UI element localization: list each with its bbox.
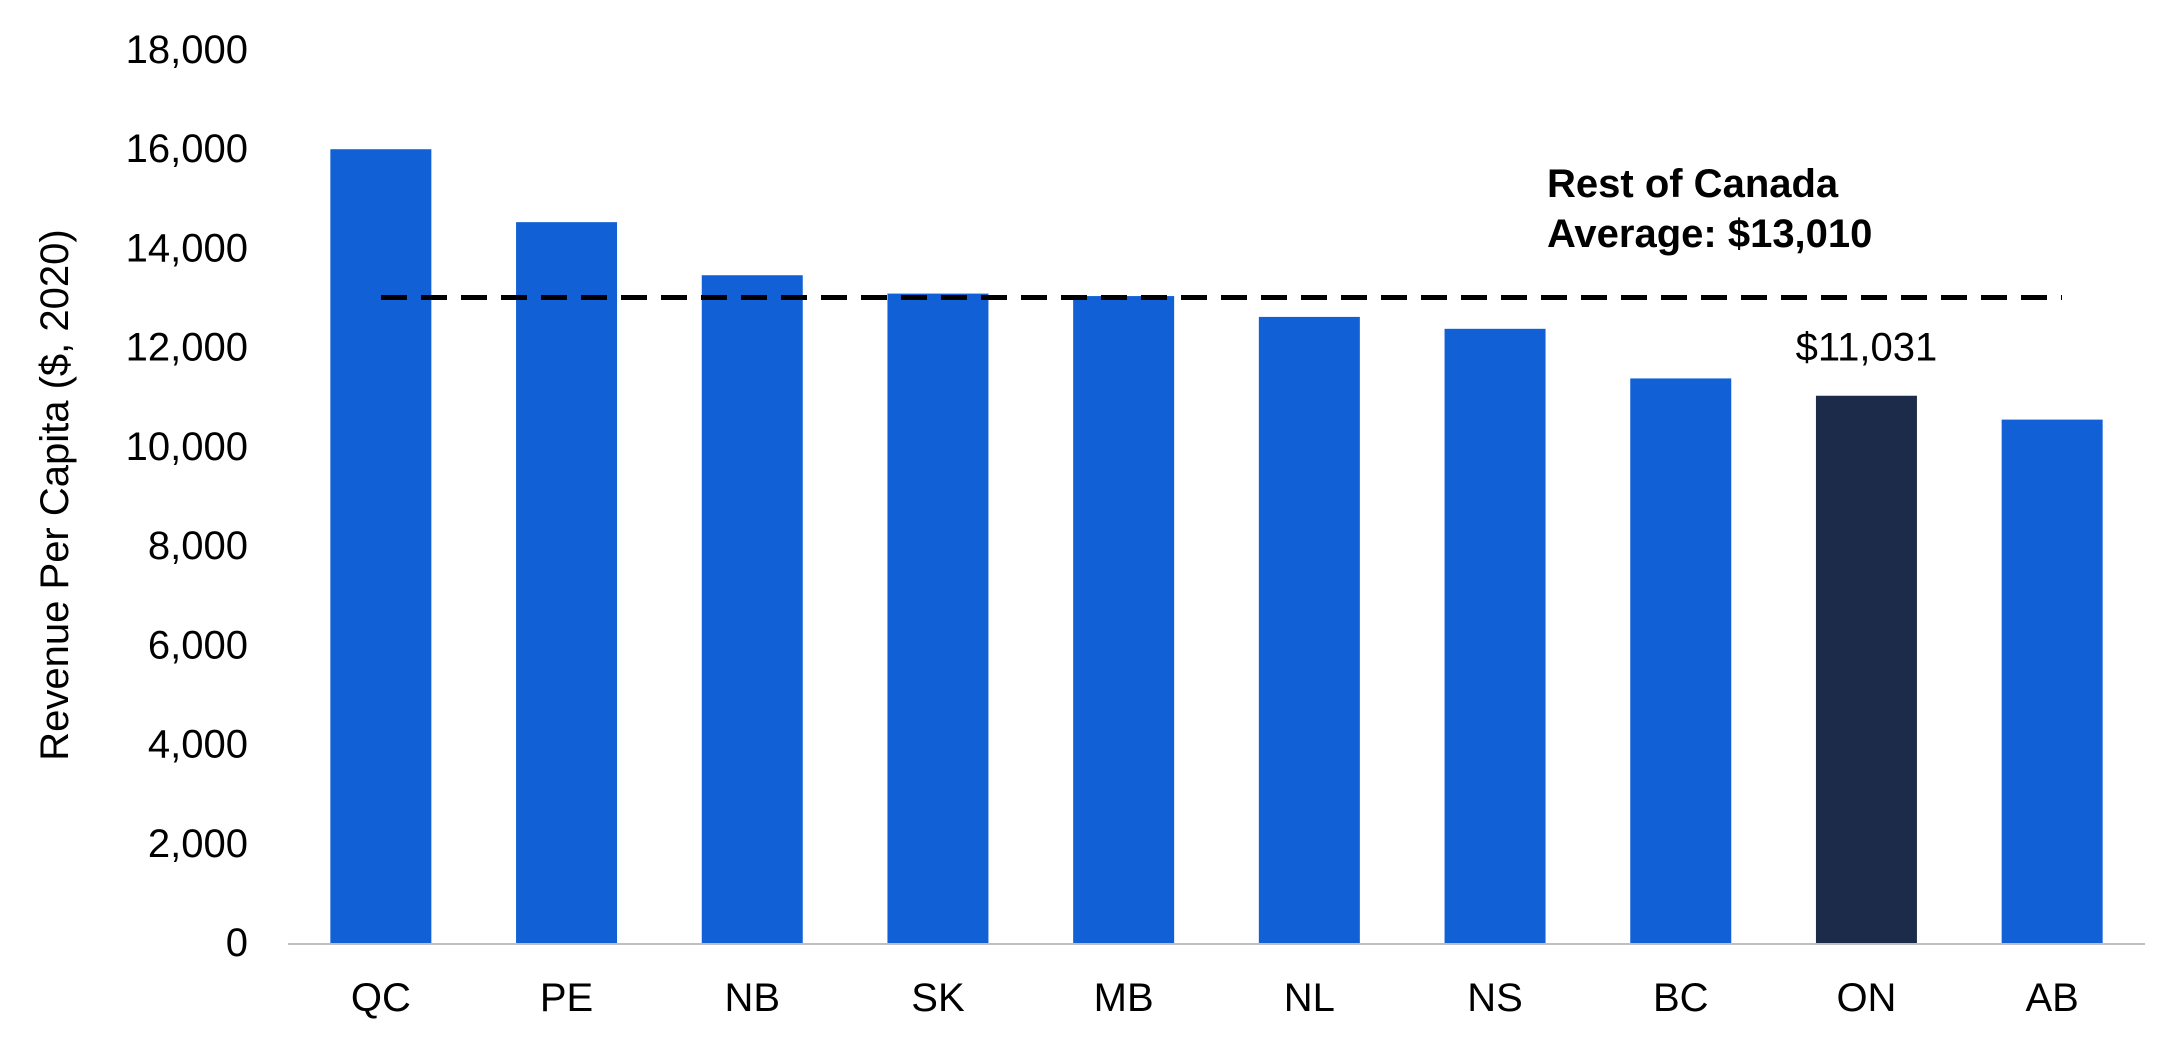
y-axis-title-group: Revenue Per Capita ($, 2020) xyxy=(33,229,77,760)
y-tick-label: 8,000 xyxy=(148,524,248,568)
data-label-on: $11,031 xyxy=(1796,326,1938,370)
bars xyxy=(330,149,2103,944)
bar-on xyxy=(1815,395,1917,943)
reference-label-line1: Rest of Canada xyxy=(1547,162,1839,206)
bar-ab xyxy=(2001,419,2103,943)
x-tick-labels: QC PE NB SK MB NL NS BC ON AB xyxy=(351,976,2079,1020)
x-tick-label-sk: SK xyxy=(911,976,965,1020)
y-tick-label: 6,000 xyxy=(148,623,248,667)
bar-qc xyxy=(330,149,432,943)
x-tick-label-qc: QC xyxy=(351,976,411,1020)
bar-ns xyxy=(1444,328,1546,943)
x-tick-label-ns: NS xyxy=(1467,976,1523,1020)
bar-nb xyxy=(701,275,803,943)
y-tick-label: 4,000 xyxy=(148,723,248,767)
y-tick-label: 14,000 xyxy=(126,226,248,270)
bar-bc xyxy=(1630,378,1732,944)
annotations: Rest of Canada Average: $13,010 $11,031 xyxy=(1547,162,1937,370)
y-tick-label: 10,000 xyxy=(126,425,248,469)
x-tick-label-bc: BC xyxy=(1653,976,1709,1020)
x-tick-label-on: ON xyxy=(1836,976,1896,1020)
y-tick-label: 16,000 xyxy=(126,127,248,171)
x-tick-label-nl: NL xyxy=(1284,976,1335,1020)
y-tick-label: 12,000 xyxy=(126,326,248,370)
x-tick-label-nb: NB xyxy=(724,976,780,1020)
bar-nl xyxy=(1258,316,1360,943)
y-tick-label: 2,000 xyxy=(148,822,248,866)
x-tick-label-mb: MB xyxy=(1094,976,1154,1020)
x-tick-label-ab: AB xyxy=(2025,976,2078,1020)
bar-sk xyxy=(887,293,989,943)
bar-mb xyxy=(1073,296,1175,943)
x-tick-label-pe: PE xyxy=(540,976,593,1020)
y-tick-label: 18,000 xyxy=(126,28,248,72)
y-tick-label: 0 xyxy=(226,921,248,965)
y-axis-title: Revenue Per Capita ($, 2020) xyxy=(33,229,77,760)
y-tick-labels: 0 2,000 4,000 6,000 8,000 10,000 12,000 14,000 1… xyxy=(126,28,248,965)
bar-pe xyxy=(516,222,618,943)
reference-label-line2: Average: $13,010 xyxy=(1547,212,1872,256)
